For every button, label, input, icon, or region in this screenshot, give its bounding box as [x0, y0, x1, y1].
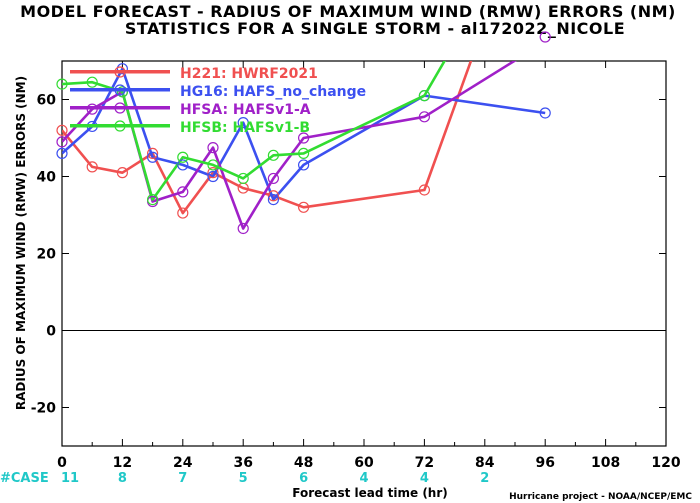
x-tick-label: 36	[233, 455, 252, 471]
legend-swatch	[70, 70, 170, 74]
data-point	[147, 194, 159, 206]
x-tick-label: 48	[294, 455, 313, 471]
case-count-label: #CASE	[0, 471, 49, 486]
data-point	[56, 147, 68, 159]
case-count: 8	[118, 471, 127, 486]
legend-swatch	[70, 106, 170, 110]
y-tick-label: -20	[31, 401, 57, 417]
legend-marker	[114, 66, 126, 78]
data-point	[207, 170, 219, 183]
data-point	[298, 147, 310, 159]
plot-frame	[61, 60, 667, 447]
credit-text: Hurricane project - NOAA/NCEP/EMC	[509, 492, 692, 502]
data-point	[298, 159, 310, 171]
x-tick-label: 72	[415, 455, 434, 471]
x-tick-label: 84	[475, 455, 495, 471]
case-count: 5	[239, 471, 248, 486]
x-tick-label: 96	[535, 455, 554, 471]
x-tick-label: 0	[57, 455, 67, 471]
case-count: 6	[299, 471, 308, 486]
y-tick-label: 20	[37, 247, 57, 263]
case-count: 2	[480, 471, 489, 486]
data-point	[147, 151, 159, 163]
case-count: 4	[420, 471, 429, 486]
legend-marker	[114, 102, 126, 114]
data-point	[267, 190, 279, 202]
x-tick-label: 120	[651, 455, 680, 471]
legend-swatch	[70, 88, 170, 92]
off-chart-point	[539, 31, 551, 43]
data-point	[177, 159, 189, 171]
data-point	[539, 107, 551, 119]
data-point	[267, 172, 279, 185]
legend-swatch	[70, 124, 170, 128]
x-tick-label: 24	[173, 455, 193, 471]
data-point	[237, 172, 249, 185]
data-point	[116, 86, 129, 98]
data-point	[56, 124, 68, 136]
x-tick-label: 60	[354, 455, 374, 471]
data-point	[418, 90, 430, 102]
data-point	[267, 149, 279, 161]
legend: H221: HWRF2021 HG16: HAFS_no_change HFSA: …	[70, 66, 366, 136]
series-line	[62, 61, 473, 215]
data-point	[207, 167, 219, 179]
y-axis-label: RADIUS OF MAXIMUM WIND (RMW) ERRORS (NM)	[14, 76, 28, 410]
x-axis-label: Forecast lead time (hr)	[292, 486, 448, 500]
y-tick-label: 0	[46, 324, 56, 340]
data-point	[237, 222, 249, 235]
data-point	[267, 194, 279, 206]
legend-label: H221: HWRF2021	[180, 66, 318, 82]
x-tick-label: 12	[113, 455, 132, 471]
data-point	[116, 167, 129, 179]
data-point	[86, 161, 98, 173]
data-point	[237, 116, 249, 129]
y-tick-label: 40	[37, 170, 57, 186]
x-tick-label: 108	[591, 455, 620, 471]
legend-marker	[114, 120, 126, 132]
data-point	[207, 142, 219, 154]
data-point	[177, 207, 189, 219]
chart-title: MODEL FORECAST - RADIUS OF MAXIMUM WIND …	[20, 2, 676, 21]
legend-marker	[114, 84, 126, 96]
legend-label: HG16: HAFS_no_change	[180, 84, 366, 100]
data-point	[177, 186, 189, 198]
case-count: 11	[61, 471, 79, 486]
case-count: 4	[359, 471, 368, 486]
chart-subtitle: STATISTICS FOR A SINGLE STORM - al172022…	[125, 19, 625, 38]
y-tick-label: 60	[37, 93, 57, 109]
data-point	[56, 136, 68, 148]
data-point	[86, 76, 98, 88]
data-point	[147, 147, 159, 159]
case-count: 7	[178, 471, 187, 486]
data-point	[116, 63, 129, 75]
data-point	[418, 184, 430, 196]
data-point	[298, 201, 310, 213]
legend-label: HFSA: HAFSv1-A	[180, 102, 311, 118]
data-point	[418, 111, 430, 123]
data-point	[298, 132, 310, 144]
data-point	[177, 151, 189, 163]
series-line	[62, 61, 517, 230]
data-point	[56, 78, 68, 90]
legend-label: HFSB: HAFSv1-B	[180, 120, 310, 136]
data-point	[207, 159, 219, 171]
